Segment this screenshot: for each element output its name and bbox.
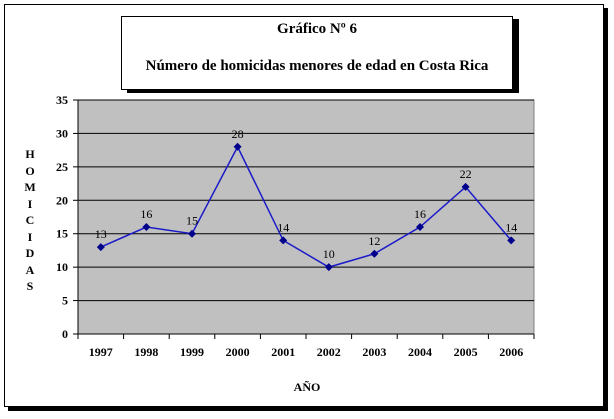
- y-tick-label: 5: [62, 294, 68, 308]
- x-axis-label: AÑO: [293, 380, 321, 394]
- data-label: 13: [95, 227, 107, 241]
- x-tick-label: 2001: [271, 345, 295, 359]
- y-tick-label: 35: [56, 93, 68, 107]
- data-label: 16: [140, 207, 152, 221]
- x-tick-label: 1998: [134, 345, 158, 359]
- x-tick-label: 1997: [89, 345, 113, 359]
- data-label: 22: [460, 167, 472, 181]
- y-tick-label: 0: [62, 327, 68, 341]
- data-point: [142, 223, 151, 232]
- data-label: 14: [505, 220, 517, 234]
- y-tick-label: 25: [56, 160, 68, 174]
- y-tick-label: 20: [56, 193, 68, 207]
- data-label: 10: [323, 247, 335, 261]
- data-point: [416, 223, 424, 232]
- data-label: 16: [414, 207, 426, 221]
- plot-area: [77, 99, 535, 335]
- x-tick-label: 2003: [362, 345, 386, 359]
- x-tick-label: 2000: [226, 345, 250, 359]
- x-tick-label: 1999: [180, 345, 204, 359]
- chart-title: Gráfico Nº 6: [277, 21, 357, 37]
- title-box: Gráfico Nº 6 Número de homicidas menores…: [121, 16, 513, 90]
- x-tick-label: 2004: [408, 345, 432, 359]
- y-tick-label: 15: [56, 227, 68, 241]
- series-line: [100, 145, 512, 268]
- data-label: 15: [186, 214, 198, 228]
- chart-subtitle: Número de homicidas menores de edad en C…: [145, 58, 489, 74]
- data-point: [461, 182, 470, 191]
- x-tick-label: 2005: [454, 345, 478, 359]
- data-label: 28: [232, 127, 244, 141]
- data-label: 12: [368, 234, 380, 248]
- data-point: [233, 142, 242, 151]
- y-tick-label: 10: [56, 260, 68, 274]
- y-tick-label: 30: [56, 126, 68, 140]
- data-point: [96, 243, 105, 252]
- x-tick-label: 2002: [317, 345, 341, 359]
- data-point: [279, 236, 288, 245]
- data-label: 14: [277, 220, 289, 234]
- data-point: [370, 249, 379, 258]
- data-point: [507, 236, 516, 245]
- data-point: [324, 263, 333, 272]
- data-point: [188, 229, 196, 238]
- x-tick-label: 2006: [499, 345, 523, 359]
